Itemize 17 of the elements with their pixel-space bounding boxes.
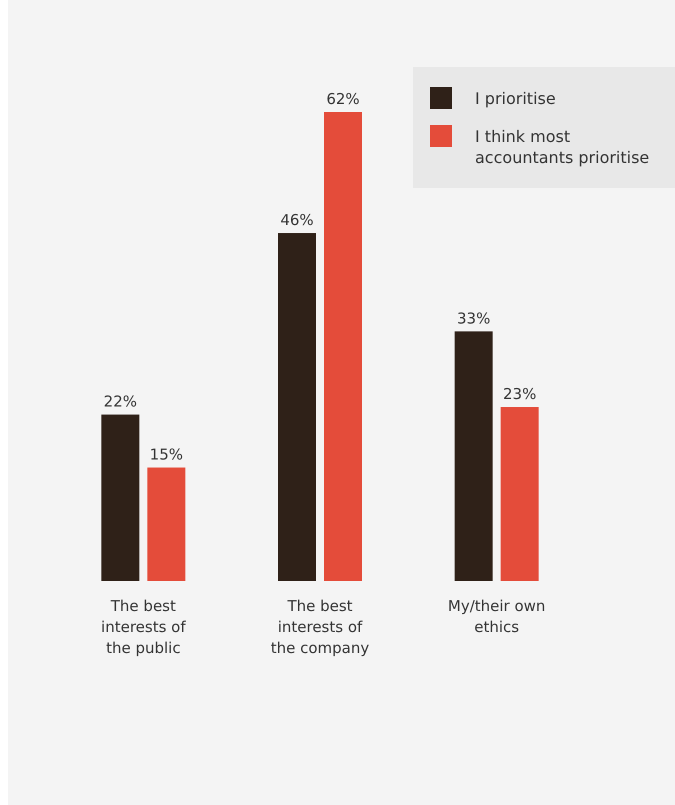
data-label: 33% xyxy=(456,309,490,328)
data-label: 22% xyxy=(104,392,138,411)
x-tick-label: My/their own ethics xyxy=(448,597,546,636)
data-label: 15% xyxy=(150,446,184,464)
bar xyxy=(101,414,140,581)
x-tick-label: The best interests of the public xyxy=(101,597,186,657)
bar xyxy=(500,407,539,581)
x-tick-label: The best interests of the company xyxy=(270,597,370,657)
legend-label: I prioritise xyxy=(475,89,556,108)
bar xyxy=(278,233,316,581)
bar xyxy=(147,468,186,581)
bar xyxy=(454,331,493,581)
data-label: 23% xyxy=(502,385,536,404)
data-label: 62% xyxy=(326,90,360,108)
data-label: 46% xyxy=(280,211,314,230)
bar xyxy=(324,112,362,581)
legend-label: I think most accountants prioritise xyxy=(475,127,650,167)
